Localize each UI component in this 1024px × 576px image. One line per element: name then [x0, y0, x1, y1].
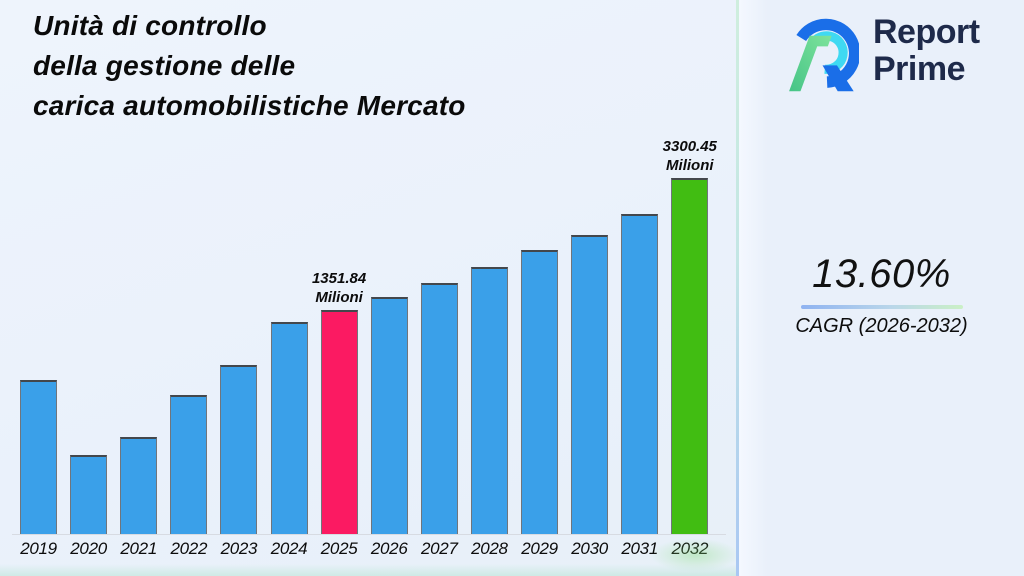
x-axis-label-2022: 2022 [170, 539, 208, 558]
x-axis-label-2031: 2031 [621, 539, 658, 558]
report-prime-logo: Report Prime [783, 10, 1013, 100]
x-axis-label-2023: 2023 [220, 539, 258, 558]
bar-2025 [320, 310, 358, 534]
x-axis-label-2019: 2019 [20, 539, 57, 558]
bar-2030 [571, 235, 609, 534]
title-line-2: della gestione delle [33, 50, 296, 81]
bar-2029 [521, 250, 558, 534]
x-axis-label-2021: 2021 [120, 539, 157, 558]
info-panel: Report Prime 13.60% CAGR (2026-2032) [739, 0, 1024, 576]
bar-2021 [120, 437, 158, 534]
logo-word-report: Report [873, 13, 980, 51]
annotation-value: 3300.45 [662, 138, 717, 155]
logo-wordmark: Report Prime [873, 14, 980, 88]
cagr-underline-decoration [800, 305, 963, 309]
report-prime-logo-icon [789, 18, 859, 92]
annotation-unit: Milioni [315, 289, 363, 306]
bar-chart: 2019 2020 2021 2022 2023 2024 2025 2026 2027 2028… [12, 138, 726, 558]
x-axis-label-2020: 2020 [70, 539, 107, 558]
x-axis-label-2025: 2025 [320, 539, 358, 558]
bar-2026 [370, 297, 408, 534]
bar-2023 [220, 365, 258, 534]
annotation-value: 1351.84 [311, 270, 367, 287]
bar-2028 [470, 267, 508, 534]
x-axis-label-2030: 2030 [571, 539, 608, 558]
x-axis-label-2027: 2027 [420, 539, 458, 558]
panel-divider [736, 0, 739, 576]
x-axis-line [12, 534, 726, 535]
bar-2022 [170, 395, 208, 534]
bar-2019 [20, 380, 57, 534]
cagr-value: 13.60% [812, 252, 951, 296]
x-axis-label-2026: 2026 [370, 539, 408, 558]
bar-2024 [270, 322, 308, 534]
x-axis-label-2028: 2028 [471, 539, 508, 558]
cagr-block: 13.60% CAGR (2026-2032) [739, 252, 1024, 338]
x-axis-label-2024: 2024 [270, 539, 308, 558]
title-line-1: Unità di controllo [33, 10, 267, 41]
bar-value-annotation-2032: 3300.45 Milioni [630, 137, 750, 175]
title-line-3: carica automobilistiche Mercato [33, 90, 466, 121]
logo-word-prime: Prime [873, 50, 965, 88]
chart-panel: Unità di controllo della gestione delle … [0, 0, 740, 576]
x-axis-label-2029: 2029 [521, 539, 558, 558]
bar-2032 [671, 178, 709, 534]
bar-value-annotation-2025: 1351.84 Milioni [279, 269, 399, 307]
cagr-label: CAGR (2026-2032) [795, 315, 968, 337]
x-axis-label-2032: 2032 [671, 539, 709, 558]
page-title: Unità di controllo della gestione delle … [33, 6, 593, 126]
annotation-unit: Milioni [666, 157, 714, 174]
bar-2031 [621, 214, 659, 534]
bar-2020 [70, 455, 108, 534]
bar-2027 [420, 283, 458, 534]
